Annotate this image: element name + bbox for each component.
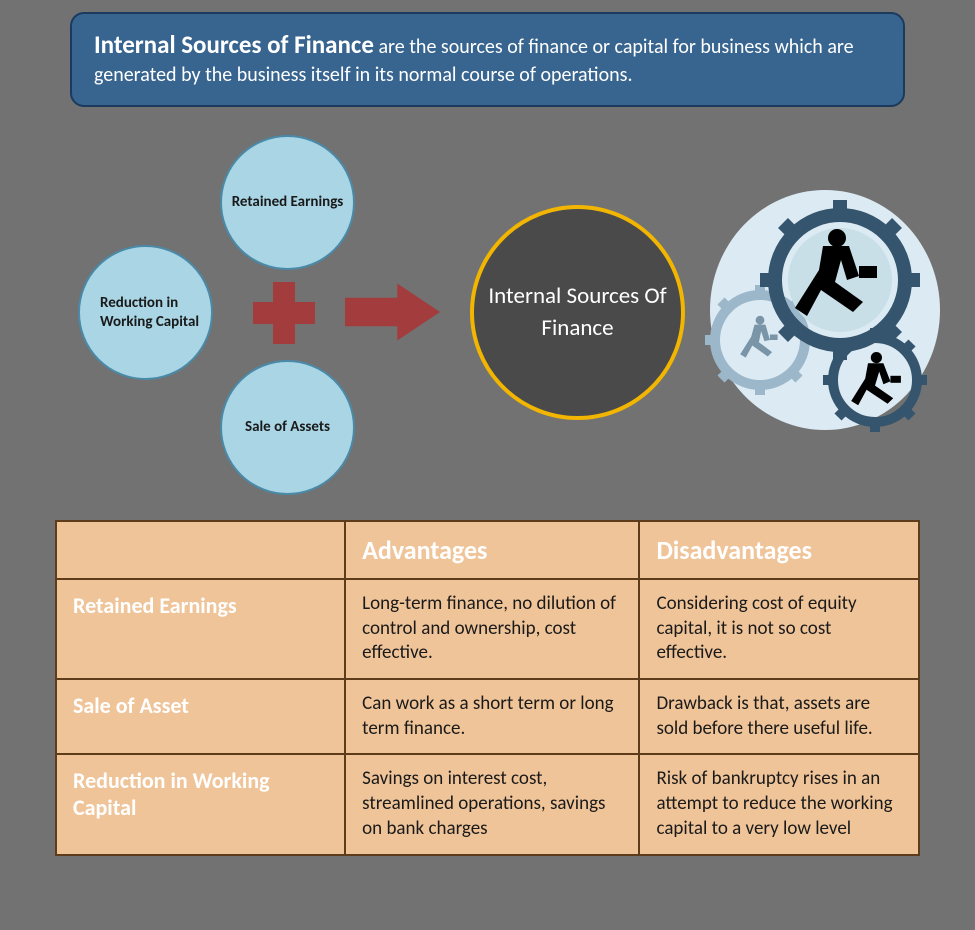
table-body: Retained EarningsLong-term finance, no d… xyxy=(56,579,919,855)
circle-sale-assets-label: Sale of Assets xyxy=(230,418,345,437)
table-row-label: Reduction in Working Capital xyxy=(56,754,345,854)
circle-main-label: Internal Sources Of Finance xyxy=(474,281,681,343)
table-row: Sale of AssetCan work as a short term or… xyxy=(56,679,919,754)
circle-retained-earnings: Retained Earnings xyxy=(220,135,355,270)
table-row-label: Retained Earnings xyxy=(56,579,345,679)
header-title: Internal Sources of Finance xyxy=(94,29,374,60)
circle-sale-assets: Sale of Assets xyxy=(220,360,355,495)
table-header-blank xyxy=(56,521,345,579)
plus-icon xyxy=(253,282,315,344)
table-cell-advantages: Can work as a short term or long term fi… xyxy=(345,679,639,754)
table-cell-advantages: Long-term finance, no dilution of contro… xyxy=(345,579,639,679)
circle-retained-earnings-label: Retained Earnings xyxy=(230,193,345,212)
table-row: Retained EarningsLong-term finance, no d… xyxy=(56,579,919,679)
table-row-label: Sale of Asset xyxy=(56,679,345,754)
table-cell-advantages: Savings on interest cost, streamlined op… xyxy=(345,754,639,854)
gears-illustration xyxy=(700,185,950,435)
table-cell-disadvantages: Considering cost of equity capital, it i… xyxy=(639,579,919,679)
table-cell-disadvantages: Risk of bankruptcy rises in an attempt t… xyxy=(639,754,919,854)
infographic-canvas: Internal Sources of Finance are the sour… xyxy=(0,0,975,930)
table-cell-disadvantages: Drawback is that, assets are sold before… xyxy=(639,679,919,754)
circle-working-capital-label: Reduction in Working Capital xyxy=(88,294,203,332)
comparison-table: Advantages Disadvantages Retained Earnin… xyxy=(55,520,920,856)
table-row: Reduction in Working CapitalSavings on i… xyxy=(56,754,919,854)
circle-working-capital: Reduction in Working Capital xyxy=(78,245,213,380)
table-header-advantages: Advantages xyxy=(345,521,639,579)
table-header-row: Advantages Disadvantages xyxy=(56,521,919,579)
table-header-disadvantages: Disadvantages xyxy=(639,521,919,579)
arrow-icon xyxy=(345,282,440,342)
header-definition-box: Internal Sources of Finance are the sour… xyxy=(70,12,905,107)
circle-main: Internal Sources Of Finance xyxy=(470,205,685,420)
